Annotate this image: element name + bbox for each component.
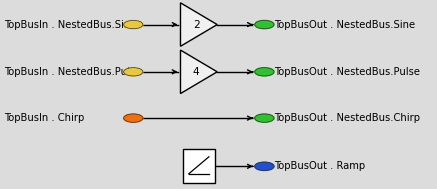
Circle shape [255,114,274,122]
Circle shape [124,68,143,76]
Bar [183,149,215,183]
Circle shape [255,20,274,29]
Text: TopBusOut . NestedBus.Chirp: TopBusOut . NestedBus.Chirp [274,113,420,123]
Text: 2: 2 [193,20,199,29]
Text: TopBusIn . Chirp: TopBusIn . Chirp [4,113,85,123]
Polygon shape [180,3,217,46]
Circle shape [124,114,143,122]
Circle shape [255,68,274,76]
Text: TopBusOut . NestedBus.Pulse: TopBusOut . NestedBus.Pulse [274,67,420,77]
Circle shape [124,20,143,29]
Text: TopBusIn . NestedBus.Sine: TopBusIn . NestedBus.Sine [4,20,137,29]
Text: TopBusOut . NestedBus.Sine: TopBusOut . NestedBus.Sine [274,20,416,29]
Text: TopBusIn . NestedBus.Pulse: TopBusIn . NestedBus.Pulse [4,67,142,77]
Text: TopBusOut . Ramp: TopBusOut . Ramp [274,161,366,171]
Circle shape [255,162,274,170]
Polygon shape [180,50,217,94]
Text: 4: 4 [193,67,199,77]
